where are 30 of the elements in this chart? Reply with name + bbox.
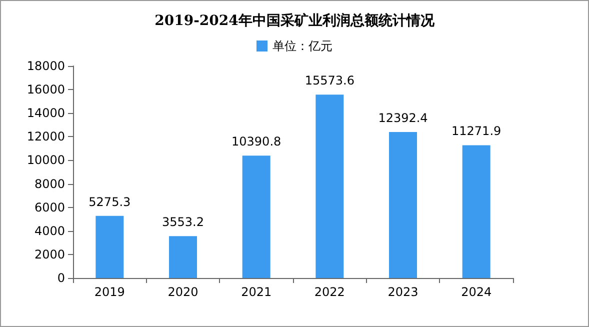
bar (96, 216, 124, 278)
chart-title: 2019-2024年中国采矿业利润总额统计情况 (154, 12, 436, 29)
data-label: 10390.8 (232, 134, 282, 149)
y-tick-label: 0 (57, 271, 65, 285)
bar (316, 94, 344, 278)
y-tick-label: 12000 (26, 130, 65, 144)
y-tick-label: 6000 (34, 200, 65, 214)
y-tick-label: 8000 (34, 176, 65, 191)
bar (169, 236, 197, 278)
bar (242, 156, 270, 278)
y-tick-label: 4000 (34, 224, 65, 238)
data-label: 12392.4 (378, 111, 428, 126)
x-tick-label: 2019 (94, 285, 125, 299)
bar (389, 132, 417, 278)
bar (462, 145, 490, 278)
x-tick-label: 2022 (314, 285, 345, 299)
x-tick-label: 2021 (241, 285, 272, 299)
x-tick-label: 2020 (168, 285, 198, 299)
y-tick-label: 10000 (26, 153, 65, 168)
legend-label: 单位：亿元 (272, 39, 332, 53)
data-label: 15573.6 (304, 74, 354, 88)
x-tick-label: 2023 (388, 285, 418, 299)
data-label: 5275.3 (88, 194, 131, 209)
y-tick-label: 16000 (26, 82, 65, 97)
y-tick-label: 2000 (34, 247, 65, 262)
y-tick-label: 18000 (26, 59, 65, 73)
x-tick-label: 2024 (461, 285, 492, 299)
data-label: 11271.9 (452, 124, 502, 138)
y-tick-label: 14000 (26, 106, 65, 120)
data-label: 3553.2 (162, 215, 204, 230)
